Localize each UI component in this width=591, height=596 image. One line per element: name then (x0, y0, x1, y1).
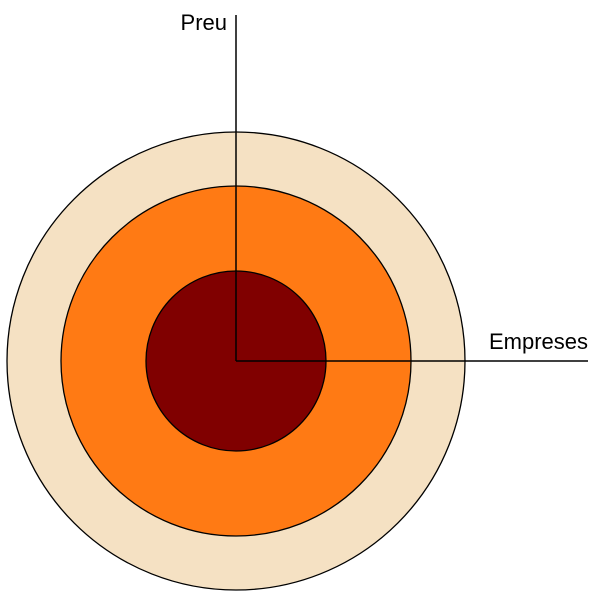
horizontal-axis-label: Empreses (489, 329, 588, 354)
vertical-axis-label: Preu (181, 10, 227, 35)
